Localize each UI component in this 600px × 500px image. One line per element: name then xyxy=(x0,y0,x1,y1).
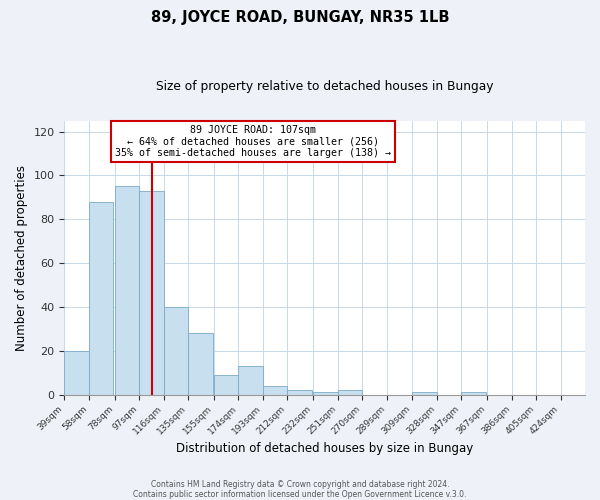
Bar xyxy=(238,366,263,394)
Bar xyxy=(64,351,89,395)
Text: 89, JOYCE ROAD, BUNGAY, NR35 1LB: 89, JOYCE ROAD, BUNGAY, NR35 1LB xyxy=(151,10,449,25)
Bar xyxy=(412,392,437,394)
Bar xyxy=(338,390,362,394)
Bar xyxy=(188,333,212,394)
Bar xyxy=(313,392,338,394)
Bar xyxy=(287,390,312,394)
Title: Size of property relative to detached houses in Bungay: Size of property relative to detached ho… xyxy=(156,80,493,93)
Bar xyxy=(164,307,188,394)
Bar xyxy=(461,392,486,394)
X-axis label: Distribution of detached houses by size in Bungay: Distribution of detached houses by size … xyxy=(176,442,473,455)
Bar xyxy=(115,186,139,394)
Y-axis label: Number of detached properties: Number of detached properties xyxy=(15,164,28,350)
Text: Contains public sector information licensed under the Open Government Licence v.: Contains public sector information licen… xyxy=(133,490,467,499)
Bar xyxy=(89,202,113,394)
Bar xyxy=(214,375,238,394)
Bar xyxy=(263,386,287,394)
Text: 89 JOYCE ROAD: 107sqm
← 64% of detached houses are smaller (256)
35% of semi-det: 89 JOYCE ROAD: 107sqm ← 64% of detached … xyxy=(115,125,391,158)
Bar xyxy=(139,190,164,394)
Text: Contains HM Land Registry data © Crown copyright and database right 2024.: Contains HM Land Registry data © Crown c… xyxy=(151,480,449,489)
